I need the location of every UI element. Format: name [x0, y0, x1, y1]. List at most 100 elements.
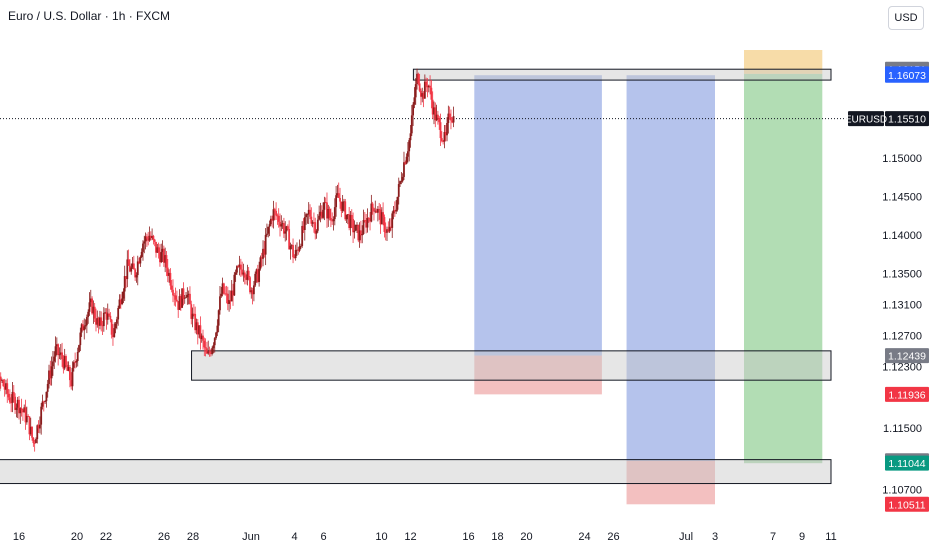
- candle-body: [196, 322, 199, 335]
- symbol-title[interactable]: Euro / U.S. Dollar · 1h · FXCM: [8, 9, 170, 23]
- candle-body: [153, 239, 156, 242]
- candle-body: [399, 181, 401, 185]
- candle-body: [68, 366, 71, 381]
- candle-body: [393, 210, 396, 212]
- candle-body: [191, 313, 194, 319]
- price-tags: 1.161511.160911.160731.15510EURUSD1.1243…: [845, 61, 929, 512]
- candle-body: [319, 211, 322, 216]
- candle-body: [440, 138, 443, 142]
- candle-body: [280, 224, 283, 227]
- candle-body: [211, 348, 214, 354]
- candle-body: [58, 354, 61, 356]
- candle-body: [258, 268, 261, 282]
- position-2-stop[interactable]: [626, 460, 715, 505]
- time-axis-label: 10: [375, 531, 387, 543]
- candle-body: [178, 296, 181, 310]
- candle-body: [361, 233, 364, 236]
- price-tag[interactable]: 1.11044: [885, 455, 929, 471]
- position-3-profit[interactable]: [744, 73, 823, 464]
- candle-body: [431, 99, 434, 115]
- supply-zone-top[interactable]: [412, 68, 832, 81]
- candle-body: [297, 249, 300, 251]
- candle-body: [189, 293, 191, 305]
- demand-zone-low[interactable]: [0, 459, 832, 485]
- price-tag[interactable]: 1.16073: [885, 67, 929, 83]
- candle-body: [78, 345, 80, 353]
- candle-body: [199, 325, 202, 340]
- candle-body: [333, 207, 336, 220]
- price-axis-label: 1.12700: [882, 330, 922, 342]
- candle-body: [283, 223, 285, 234]
- candle-body: [101, 325, 104, 327]
- candle-body: [121, 298, 123, 305]
- position-1-target[interactable]: [474, 75, 602, 356]
- candle-body: [311, 222, 314, 224]
- candle-body: [423, 81, 426, 99]
- candle-body: [84, 325, 87, 327]
- candle-body: [100, 317, 103, 326]
- candle-body: [48, 370, 50, 384]
- position-2-target[interactable]: [626, 75, 715, 461]
- candle-body: [222, 283, 225, 294]
- candle-body: [237, 266, 240, 267]
- candle-body: [52, 361, 54, 367]
- candle-body: [339, 197, 341, 202]
- candle-body: [275, 210, 277, 216]
- currency-button[interactable]: USD: [888, 6, 924, 30]
- candle-body: [233, 274, 236, 296]
- candle-body: [92, 306, 95, 314]
- position-3-stop[interactable]: [744, 50, 823, 74]
- candle-body: [76, 352, 79, 361]
- time-axis-label: 20: [71, 531, 83, 543]
- candle-body: [430, 87, 433, 100]
- time-axis-label: 11: [825, 531, 836, 543]
- time-axis-label: 7: [770, 531, 776, 543]
- candle-body: [285, 226, 288, 232]
- time-axis-label: 6: [320, 531, 326, 543]
- candle-body: [164, 255, 167, 263]
- candle-body: [62, 359, 65, 369]
- candle-body: [123, 276, 126, 292]
- candle-body: [102, 312, 105, 327]
- candle-body: [332, 219, 335, 222]
- candle-body: [194, 313, 197, 331]
- candle-body: [299, 245, 302, 247]
- position-1-stop[interactable]: [474, 355, 602, 395]
- price-tag-bg: [885, 67, 929, 83]
- candle-body: [192, 313, 195, 315]
- candle-body: [186, 294, 189, 298]
- candle-body: [269, 218, 272, 225]
- candle-body: [31, 426, 33, 438]
- candle-body: [296, 249, 298, 251]
- candle-body: [53, 356, 56, 362]
- candle-body: [345, 214, 348, 220]
- candle-body: [33, 443, 36, 444]
- candle-body: [156, 247, 159, 253]
- demand-zone-mid[interactable]: [191, 350, 832, 381]
- candle-body: [384, 231, 387, 233]
- candle-body: [97, 318, 100, 326]
- candle-body: [179, 296, 182, 308]
- price-tag[interactable]: 1.10511: [885, 496, 929, 512]
- price-axis-label: 1.11500: [883, 423, 922, 435]
- candle-body: [155, 241, 157, 253]
- price-tag[interactable]: 1.11936: [885, 386, 929, 402]
- candle-body: [259, 257, 262, 269]
- candle-body: [284, 231, 287, 234]
- candle-body: [66, 364, 69, 371]
- candle-body: [427, 85, 430, 88]
- candle-body: [262, 248, 264, 259]
- candle-body: [12, 391, 15, 397]
- symbol-tag-label: EURUSD: [845, 115, 887, 126]
- candle-body: [422, 93, 425, 99]
- symbol-title-text: Euro / U.S. Dollar · 1h · FXCM: [8, 9, 171, 23]
- candle-body: [236, 266, 238, 273]
- candle-body: [157, 247, 160, 253]
- candle-body: [309, 209, 311, 217]
- price-tag[interactable]: 1.12439: [885, 348, 929, 364]
- candle-body: [356, 224, 358, 226]
- candle-body: [369, 218, 371, 222]
- candle-body: [418, 83, 421, 91]
